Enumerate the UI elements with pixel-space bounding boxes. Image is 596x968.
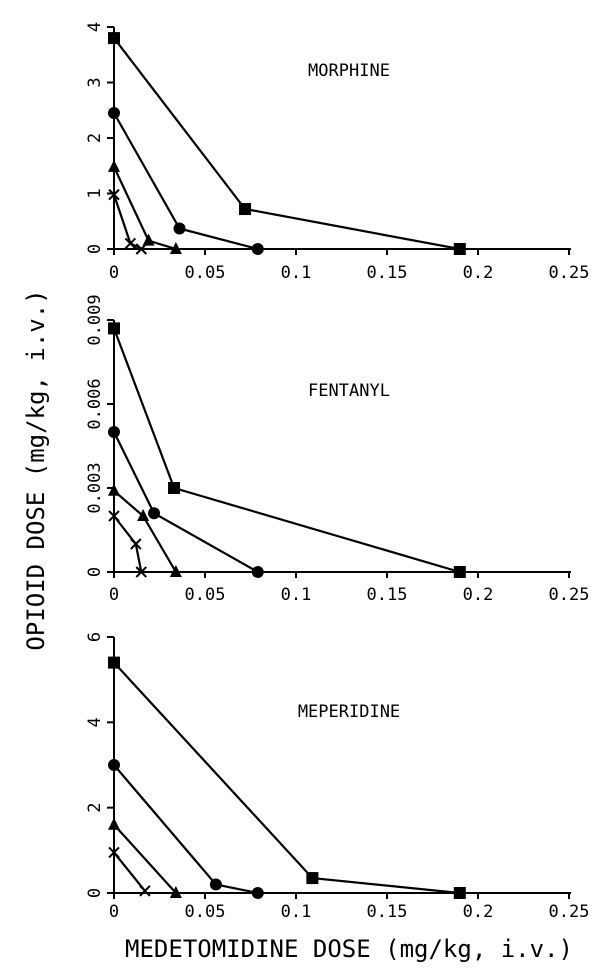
data-point-triangle	[108, 159, 120, 172]
data-point-cross	[139, 885, 151, 897]
data-point-triangle	[169, 565, 182, 577]
x-tick-label: 0.05	[185, 263, 226, 283]
data-point-square	[108, 656, 120, 669]
data-point-square	[453, 243, 466, 255]
data-point-triangle	[169, 886, 182, 898]
data-point-triangle	[108, 483, 120, 496]
x-tick-label: 0.25	[549, 902, 590, 922]
x-tick-label: 0	[109, 263, 119, 283]
x-tick-label: 0.15	[367, 902, 408, 922]
x-tick-label: 0	[109, 902, 119, 922]
x-tick-label: 0.15	[367, 263, 408, 283]
series-line-square	[113, 661, 460, 895]
data-point-cross	[124, 237, 137, 250]
x-tick-label: 0.15	[367, 585, 408, 605]
x-tick-label: 0.1	[281, 902, 312, 922]
panel-title: MEPERIDINE	[298, 702, 400, 722]
y-tick-label: 0.006	[85, 378, 105, 429]
y-tick-label: 2	[85, 133, 105, 143]
data-point-cross	[108, 510, 120, 522]
y-tick-label: 3	[85, 77, 105, 87]
data-point-square	[306, 872, 319, 885]
panel-title: FENTANYL	[308, 381, 390, 401]
data-point-square	[108, 322, 120, 335]
y-axis-title: OPIOID DOSE (mg/kg, i.v.)	[22, 289, 50, 650]
y-tick-label: 1	[85, 188, 105, 198]
data-point-triangle	[108, 817, 120, 830]
data-point-square	[453, 887, 466, 899]
data-point-circle	[209, 878, 222, 891]
series-line-circle	[113, 764, 259, 895]
chart-panel-morphine: 0 0.05 0.1 0.15 0.2 0.25 0 1 2 3 4 MORPHINE	[85, 22, 589, 283]
data-point-cross	[108, 846, 120, 859]
data-point-circle	[173, 222, 186, 235]
x-tick-label: 0.1	[281, 585, 312, 605]
series-line-circle	[113, 431, 259, 573]
x-tick-label: 0.1	[281, 263, 312, 283]
y-tick-label: 0.003	[85, 462, 105, 513]
x-tick-label: 0.2	[463, 585, 494, 605]
data-point-circle	[148, 507, 161, 520]
data-point-triangle	[137, 509, 150, 521]
x-tick-label: 0.2	[463, 263, 494, 283]
series-line-square	[113, 37, 461, 251]
data-point-cross	[135, 243, 148, 255]
x-tick-label: 0.2	[463, 902, 494, 922]
data-point-square	[239, 203, 252, 216]
data-point-circle	[251, 243, 264, 255]
data-point-square	[453, 566, 466, 578]
y-tick-label: 0	[85, 244, 105, 254]
series-line-triangle	[113, 823, 177, 894]
y-tick-label: 4	[85, 22, 105, 32]
y-tick-label: 6	[85, 632, 105, 642]
y-tick-label: 2	[85, 803, 105, 813]
data-point-square	[168, 482, 181, 494]
series-line-triangle	[113, 489, 177, 573]
data-point-circle	[251, 887, 264, 899]
data-point-square	[108, 32, 120, 45]
data-point-triangle	[169, 242, 182, 254]
data-point-circle	[251, 566, 264, 578]
series-line-cross	[113, 851, 146, 892]
x-tick-label: 0.25	[549, 585, 590, 605]
x-axis-title: MEDETOMIDINE DOSE (mg/kg, i.v.)	[125, 935, 573, 963]
data-point-circle	[108, 759, 120, 771]
y-tick-label: 0	[85, 888, 105, 898]
data-point-circle	[108, 426, 120, 438]
y-tick-label: 4	[85, 717, 105, 727]
data-point-circle	[108, 107, 120, 120]
data-point-cross	[130, 538, 142, 550]
y-tick-label: 0	[85, 567, 105, 577]
chart-panels: 0 0.05 0.1 0.15 0.2 0.25 0 1 2 3 4 MORPHINE 0 0.05 0.1…	[85, 22, 589, 922]
data-point-cross	[108, 188, 120, 201]
data-point-cross	[135, 566, 148, 578]
x-tick-label: 0.05	[185, 902, 226, 922]
panel-title: MORPHINE	[308, 61, 390, 81]
x-tick-label: 0.05	[185, 585, 226, 605]
data-point-triangle	[142, 233, 155, 246]
x-tick-label: 0.25	[549, 263, 590, 283]
x-tick-label: 0	[109, 585, 119, 605]
series-line-square	[112, 328, 461, 574]
chart-panel-fentanyl: 0 0.05 0.1 0.15 0.2 0.25 0 0.003 0.006 0.009 FENTA…	[85, 294, 589, 605]
chart-panel-meperidine: 0 0.05 0.1 0.15 0.2 0.25 0 2 4 6 MEPERIDINE	[85, 632, 589, 922]
y-tick-label: 0.009	[85, 294, 105, 345]
